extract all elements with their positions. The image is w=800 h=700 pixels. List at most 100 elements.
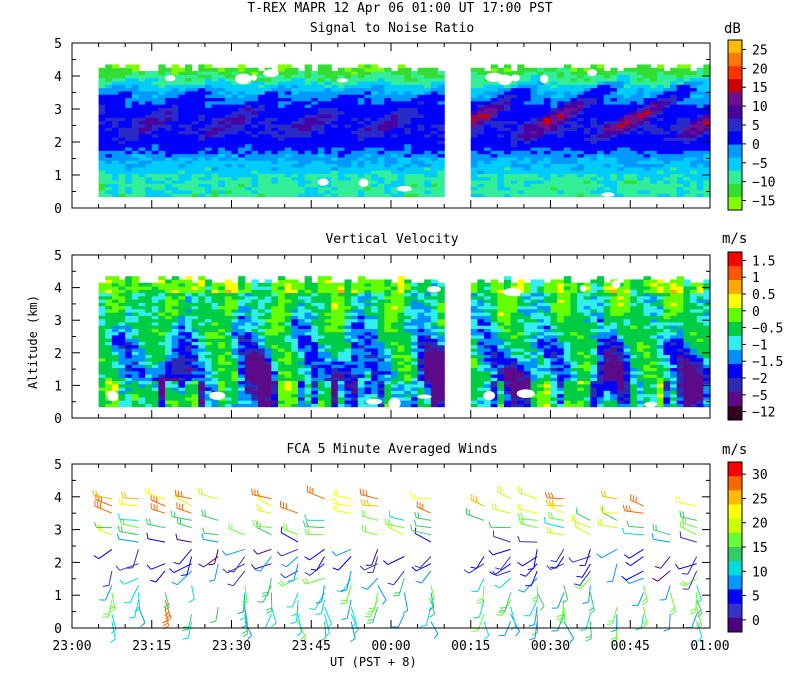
snr-cell	[125, 143, 133, 148]
snr-cell	[676, 163, 685, 168]
velocity-cell	[145, 285, 153, 290]
snr-cell	[490, 137, 498, 141]
snr-cell	[211, 113, 219, 118]
snr-cell	[410, 110, 419, 115]
snr-cell	[563, 137, 572, 141]
snr-cell	[364, 110, 372, 115]
velocity-cell	[125, 289, 133, 294]
snr-cell	[291, 156, 299, 161]
snr-cell	[351, 143, 359, 148]
snr-cell	[191, 189, 199, 194]
snr-cell	[424, 150, 432, 155]
velocity-cell	[278, 400, 286, 404]
snr-cell	[397, 146, 405, 151]
snr-cell	[683, 110, 691, 115]
snr-cell	[670, 133, 678, 138]
snr-cell	[497, 87, 505, 92]
snr-cell	[583, 156, 591, 161]
snr-cell	[151, 110, 159, 115]
snr-cell	[503, 186, 512, 191]
snr-cell	[105, 186, 113, 191]
velocity-cell	[184, 321, 193, 326]
velocity-cell	[145, 305, 153, 310]
snr-cell	[238, 67, 246, 72]
snr-cell	[523, 137, 532, 141]
snr-cell	[397, 84, 405, 89]
velocity-cell	[357, 373, 366, 378]
velocity-cell	[324, 393, 332, 398]
snr-cell	[231, 113, 239, 118]
velocity-cell	[231, 377, 239, 382]
snr-cell	[577, 160, 585, 165]
velocity-cell	[357, 393, 366, 398]
snr-cell	[477, 127, 485, 132]
snr-cell	[211, 166, 219, 171]
snr-cell	[377, 193, 385, 198]
snr-cell	[344, 186, 352, 191]
velocity-cell	[317, 279, 326, 284]
velocity-cell	[131, 396, 140, 401]
snr-cell	[543, 160, 552, 165]
velocity-cell	[351, 299, 359, 303]
snr-cell	[331, 71, 339, 75]
snr-cell	[278, 150, 286, 155]
snr-cell	[258, 127, 266, 132]
snr-cell	[191, 71, 199, 75]
snr-cell	[630, 110, 638, 115]
velocity-cell	[211, 302, 219, 307]
velocity-cell	[158, 360, 166, 365]
snr-cell	[550, 67, 558, 72]
snr-cell	[118, 193, 126, 198]
snr-cell	[158, 113, 166, 118]
snr-cell	[118, 179, 126, 184]
velocity-cell	[324, 305, 332, 310]
velocity-cell	[184, 279, 193, 284]
velocity-cell	[284, 387, 292, 391]
snr-cell	[251, 67, 259, 72]
snr-cell	[703, 127, 711, 132]
snr-cell	[676, 80, 685, 85]
velocity-cell	[171, 299, 179, 303]
velocity-cell	[138, 364, 146, 369]
snr-cell	[523, 170, 532, 174]
velocity-cell	[271, 380, 279, 385]
velocity-cell	[271, 354, 279, 359]
snr-cell	[331, 166, 339, 171]
snr-cell	[616, 74, 625, 79]
velocity-cell	[258, 305, 266, 310]
snr-cell	[616, 107, 625, 112]
velocity-cell	[204, 387, 213, 391]
snr-cell	[344, 127, 352, 132]
velocity-cell	[191, 299, 199, 303]
snr-cell	[271, 107, 279, 112]
snr-cell	[297, 179, 306, 184]
snr-cell	[503, 130, 512, 135]
velocity-cell	[251, 282, 259, 287]
snr-cell	[384, 120, 392, 125]
snr-cell	[636, 153, 645, 158]
velocity-cell	[344, 370, 352, 375]
snr-cell	[590, 173, 598, 178]
snr-cell	[663, 179, 671, 184]
snr-cell	[603, 140, 611, 145]
snr-cell	[563, 77, 572, 82]
snr-cell	[404, 90, 412, 95]
snr-cell	[683, 153, 691, 158]
snr-cell	[477, 84, 485, 89]
snr-cell	[484, 97, 492, 102]
snr-cell	[470, 84, 478, 89]
velocity-cell	[125, 357, 133, 362]
snr-cell	[377, 84, 385, 89]
velocity-cell	[211, 370, 219, 375]
snr-cell	[297, 130, 306, 135]
velocity-cell	[238, 315, 246, 320]
snr-cell	[517, 179, 525, 184]
snr-cell	[510, 140, 518, 145]
snr-cell	[244, 150, 253, 155]
velocity-cell	[178, 305, 186, 310]
snr-cell	[138, 153, 146, 158]
snr-cell	[590, 94, 598, 99]
velocity-cell	[191, 387, 199, 391]
snr-cell	[171, 140, 179, 145]
velocity-cell	[105, 367, 113, 372]
